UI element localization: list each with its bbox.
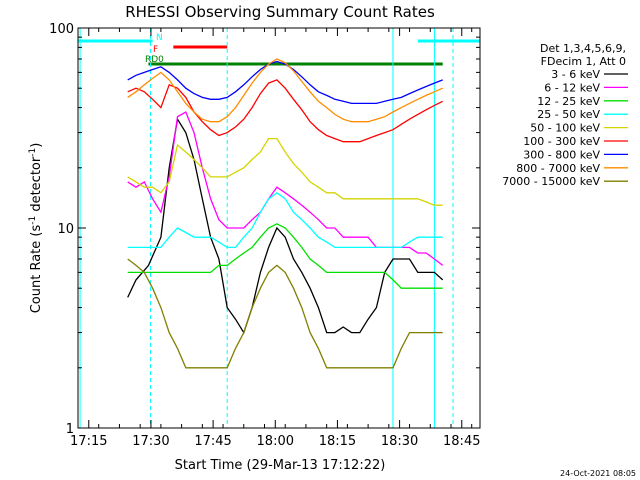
flag-label-rd0: RD0 xyxy=(145,55,164,65)
x-tick-label-3: 18:00 xyxy=(257,434,294,449)
legend-label-1: 6 - 12 keV xyxy=(544,81,600,94)
legend-label-8: 7000 - 15000 keV xyxy=(502,175,600,188)
x-tick-label-2: 17:45 xyxy=(194,434,231,449)
x-axis-label: Start Time (29-Mar-13 17:12:22) xyxy=(175,458,386,473)
series-layer xyxy=(127,58,444,369)
legend-label-7: 800 - 7000 keV xyxy=(516,162,600,175)
series-line-2 xyxy=(127,223,443,289)
series-line-6 xyxy=(127,60,443,105)
legend-label-4: 50 - 100 keV xyxy=(530,122,600,135)
x-tick-label-5: 18:30 xyxy=(381,434,418,449)
legend-label-0: 3 - 6 keV xyxy=(551,68,600,81)
legend: Det 1,3,4,5,6,9, FDecim 1, Att 0 3 - 6 k… xyxy=(502,42,628,188)
series-line-7 xyxy=(127,58,443,123)
axes-layer: 1 10 100 17:15 17:30 17:45 18:00 18:15 18:30 18:4… xyxy=(49,22,481,449)
series-line-3 xyxy=(127,191,443,249)
generation-timestamp: 24-Oct-2021 08:05 xyxy=(560,469,636,478)
x-tick-label-0: 17:15 xyxy=(70,434,107,449)
y-tick-label-100: 100 xyxy=(49,22,74,37)
flag-label-n: N xyxy=(156,33,163,43)
x-tick-label-4: 18:15 xyxy=(319,434,356,449)
chart-title: RHESSI Observing Summary Count Rates xyxy=(125,3,435,21)
x-tick-label-6: 18:45 xyxy=(443,434,480,449)
legend-label-5: 100 - 300 keV xyxy=(523,135,600,148)
series-line-4 xyxy=(127,137,443,206)
flag-label-f: F xyxy=(153,45,158,55)
y-tick-label-10: 10 xyxy=(57,222,74,237)
y-tick-label-1: 1 xyxy=(66,422,74,437)
legend-header-1: Det 1,3,4,5,6,9, xyxy=(540,42,626,55)
series-line-0 xyxy=(127,117,444,335)
legend-label-3: 25 - 50 keV xyxy=(537,108,600,121)
legend-header-2: FDecim 1, Att 0 xyxy=(541,55,626,68)
legend-label-6: 300 - 800 keV xyxy=(523,148,600,161)
series-line-8 xyxy=(127,258,443,369)
y-axis-label: Count Rate (s-1 detector-1) xyxy=(28,143,44,314)
series-line-5 xyxy=(127,79,443,143)
legend-label-2: 12 - 25 keV xyxy=(537,95,600,108)
x-tick-label-1: 17:30 xyxy=(132,434,169,449)
